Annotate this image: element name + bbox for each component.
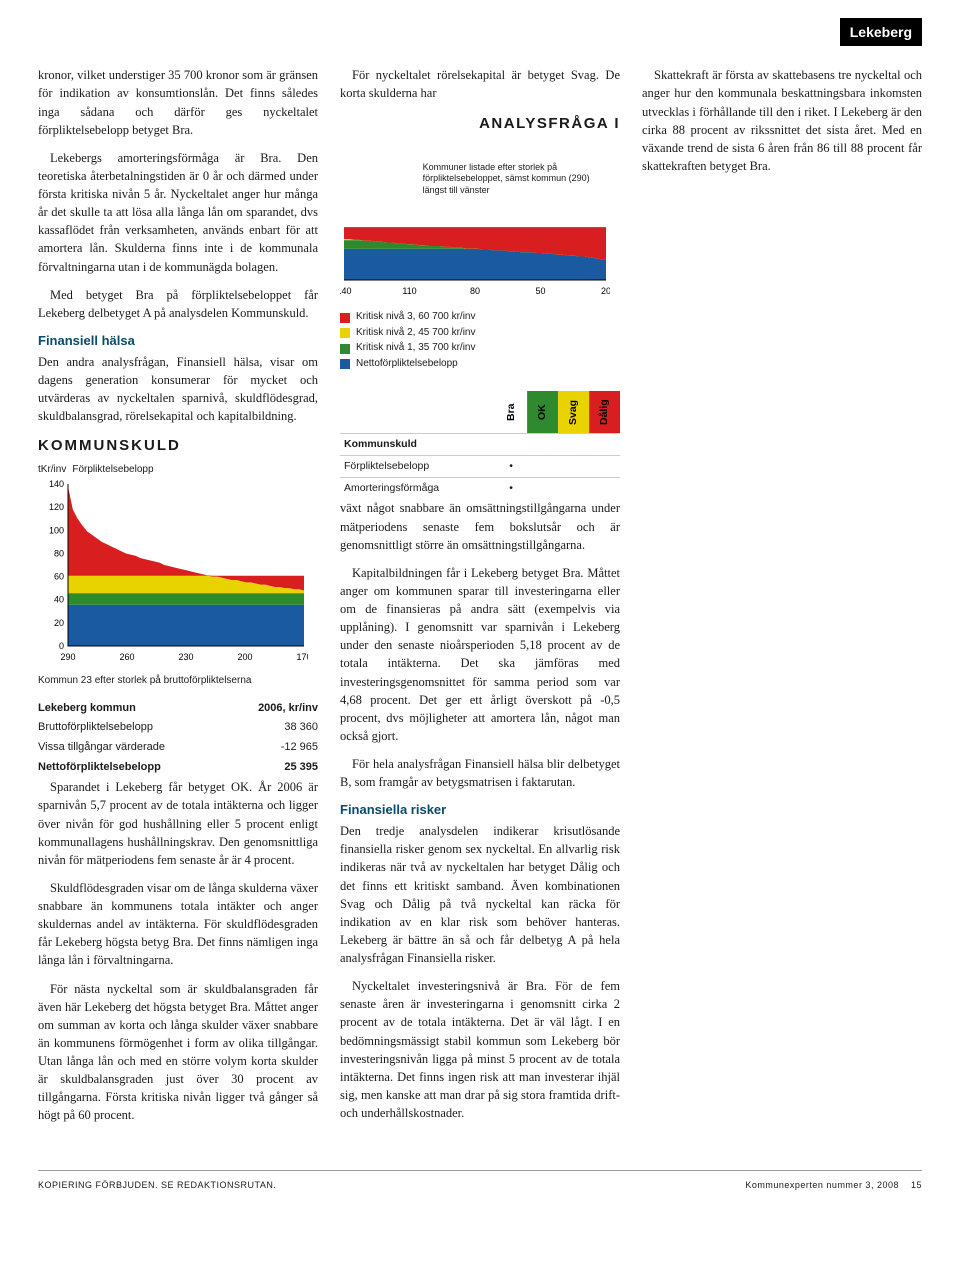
footer-right-text: Kommunexperten nummer 3, 2008	[745, 1180, 899, 1190]
rating-dot	[527, 456, 558, 478]
legend-label: Kritisk nivå 3, 60 700 kr/inv	[356, 310, 476, 325]
para: Den andra analysfrågan, Finansiell hälsa…	[38, 353, 318, 426]
rating-table: BraOKSvagDålig KommunskuldFörpliktelsebe…	[340, 391, 620, 499]
para: För nästa nyckeltal som är skuldbalansgr…	[38, 980, 318, 1125]
para: Nyckeltalet investeringsnivå är Bra. För…	[340, 977, 620, 1122]
svg-text:60: 60	[54, 571, 64, 581]
table-row-label: Nettoförpliktelse­belopp	[38, 758, 228, 778]
rating-dot	[589, 433, 620, 455]
svg-text:20: 20	[601, 286, 610, 296]
para: Den tredje analysdelen indikerar krisutl…	[340, 822, 620, 967]
para: Sparandet i Lekeberg får betyget OK. År …	[38, 778, 318, 869]
rating-dot	[496, 433, 527, 455]
rating-row-label: Förpliktelsebelopp	[340, 456, 496, 478]
svg-text:230: 230	[178, 652, 193, 662]
para: kronor, vilket understiger 35 700 kronor…	[38, 66, 318, 139]
para: För nyckeltalet rörelsekapital är betyge…	[340, 66, 620, 102]
svg-text:120: 120	[49, 502, 64, 512]
legend-swatch	[340, 328, 350, 338]
svg-text:260: 260	[119, 652, 134, 662]
para: Kapitalbildningen får i Lekeberg betyget…	[340, 564, 620, 745]
footer-left: KOPIERING FÖRBJUDEN. SE REDAKTIONSRUTAN.	[38, 1179, 276, 1192]
svg-text:80: 80	[54, 548, 64, 558]
page-body: kronor, vilket understiger 35 700 kronor…	[38, 66, 922, 1192]
svg-text:20: 20	[54, 617, 64, 627]
svg-text:110: 110	[402, 286, 416, 296]
page-footer: KOPIERING FÖRBJUDEN. SE REDAKTIONSRUTAN.…	[38, 1170, 922, 1192]
chart-right-svg: 140110805020Kommuner listade efter storl…	[340, 154, 610, 304]
chart-caption-left: Kommun 23 efter storlek på bruttoförplik…	[38, 674, 318, 687]
footer-page-number: 15	[911, 1180, 922, 1190]
rating-dot	[527, 478, 558, 500]
table-row-value: 25 395	[228, 758, 318, 778]
subhead-finansiella-risker: Finansiella risker	[340, 801, 620, 820]
legend-item: Kritisk nivå 1, 35 700 kr/inv	[340, 341, 620, 356]
svg-text:290: 290	[60, 652, 75, 662]
svg-text:50: 50	[535, 286, 545, 296]
rating-dot	[589, 478, 620, 500]
legend-item: Nettoförpliktelsebelopp	[340, 357, 620, 372]
rating-header: Bra	[496, 391, 527, 433]
para: växt något snabbare än omsättningstillgå…	[340, 499, 620, 553]
rating-dot	[558, 433, 589, 455]
table1-title: Lekeberg kommun	[38, 699, 228, 719]
table-row-value: -12 965	[228, 738, 318, 758]
chart-title-left: KOMMUNSKULD	[38, 435, 318, 457]
table1-col2: 2006, kr/inv	[228, 699, 318, 719]
chart-left-svg: 0 20 40 60 80 100 120 140 290 260 230 200 170	[38, 480, 308, 670]
rating-dot	[558, 456, 589, 478]
table-row-label: Vissa tillgångar värderade	[38, 738, 228, 758]
table-row-label: Bruttoförpliktelsebelopp	[38, 718, 228, 738]
svg-text:170: 170	[296, 652, 308, 662]
legend-label: Nettoförpliktelsebelopp	[356, 357, 458, 372]
legend-label: Kritisk nivå 1, 35 700 kr/inv	[356, 341, 476, 356]
rating-row-label: Amorteringsförmåga	[340, 478, 496, 500]
text-columns: kronor, vilket understiger 35 700 kronor…	[38, 66, 922, 1156]
chart-y-unit: tKr/inv	[38, 463, 66, 478]
rating-header: OK	[527, 391, 558, 433]
svg-text:80: 80	[470, 286, 480, 296]
chart-legend: Kritisk nivå 3, 60 700 kr/invKritisk niv…	[340, 310, 620, 371]
rating-header: Dålig	[589, 391, 620, 433]
subhead-finansiell-halsa: Finansiell hälsa	[38, 332, 318, 351]
chart-title-right: ANALYSFRÅGA I	[340, 113, 620, 135]
legend-swatch	[340, 359, 350, 369]
legend-swatch	[340, 313, 350, 323]
rating-dot	[558, 478, 589, 500]
para: Med betyget Bra på förpliktelsebeloppet …	[38, 286, 318, 322]
rating-dot	[527, 433, 558, 455]
legend-swatch	[340, 344, 350, 354]
rating-header: Svag	[558, 391, 589, 433]
legend-item: Kritisk nivå 2, 45 700 kr/inv	[340, 326, 620, 341]
table-row-value: 38 360	[228, 718, 318, 738]
page-header: Lekeberg	[840, 18, 922, 46]
legend-label: Kritisk nivå 2, 45 700 kr/inv	[356, 326, 476, 341]
chart-series-label: Förpliktelsebelopp	[72, 463, 153, 478]
para: Skuldflödesgraden visar om de långa skul…	[38, 879, 318, 970]
svg-text:200: 200	[237, 652, 252, 662]
para: För hela analysfrågan Finansiell hälsa b…	[340, 755, 620, 791]
svg-text:100: 100	[49, 525, 64, 535]
kommun-data-table: Lekeberg kommun 2006, kr/inv Bruttoförpl…	[38, 699, 318, 779]
para: Lekebergs amorteringsförmåga är Bra. Den…	[38, 149, 318, 276]
svg-text:140: 140	[49, 480, 64, 489]
rating-dot: •	[496, 456, 527, 478]
svg-text:0: 0	[59, 641, 64, 651]
legend-item: Kritisk nivå 3, 60 700 kr/inv	[340, 310, 620, 325]
rating-row-label: Kommunskuld	[340, 433, 496, 455]
svg-text:40: 40	[54, 594, 64, 604]
para: Skattekraft är första av skattebasens tr…	[642, 66, 922, 175]
svg-text:140: 140	[340, 286, 352, 296]
rating-dot: •	[496, 478, 527, 500]
rating-dot	[589, 456, 620, 478]
